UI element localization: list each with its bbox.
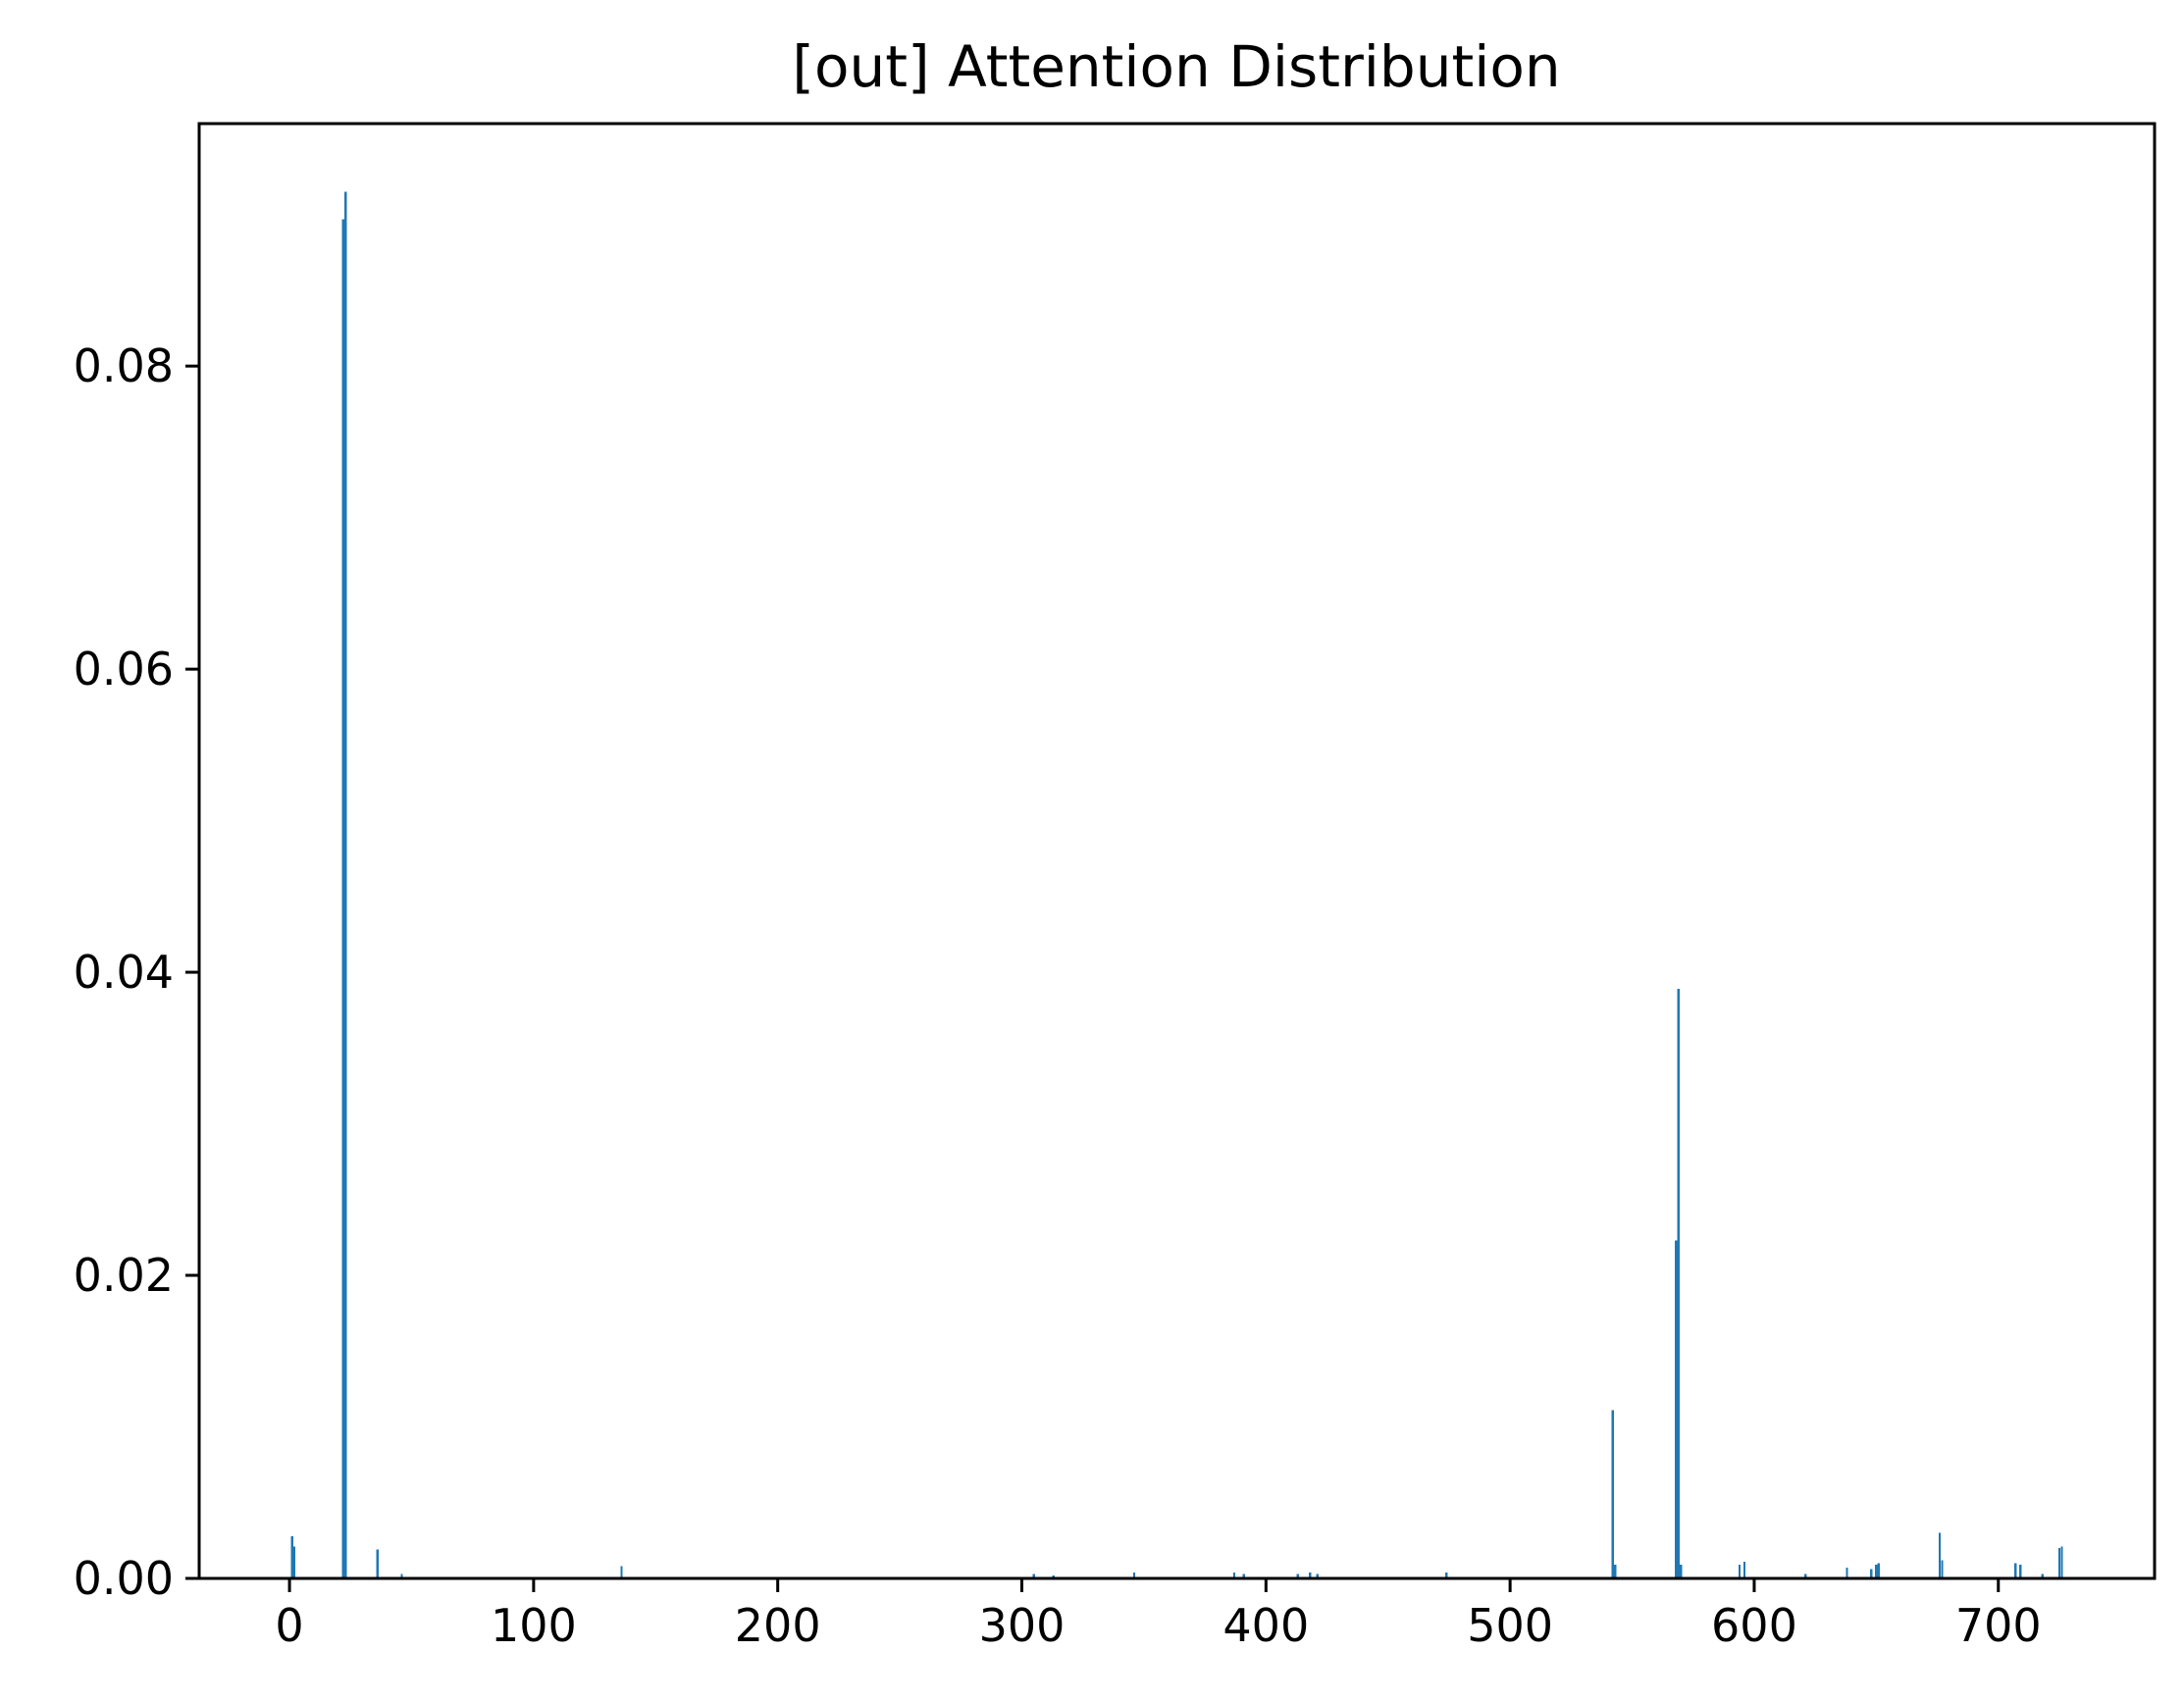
x-tick-label: 400	[1222, 1599, 1309, 1652]
bar	[2057, 1548, 2061, 1578]
bar	[620, 1566, 623, 1578]
x-tick-label: 0	[275, 1599, 303, 1652]
y-tick-label: 0.08	[74, 339, 174, 392]
y-axis: 0.00 0.02 0.04 0.06 0.08	[74, 339, 199, 1605]
bar	[1032, 1574, 1036, 1578]
bar	[1738, 1565, 1742, 1578]
bar	[2013, 1563, 2017, 1578]
bar	[1675, 1240, 1678, 1578]
bar	[341, 219, 344, 1578]
bar	[1870, 1569, 1873, 1578]
bar	[2018, 1565, 2022, 1578]
bar	[1877, 1563, 1881, 1578]
bar	[1132, 1572, 1136, 1578]
bar	[290, 1535, 293, 1578]
bar	[1804, 1574, 1807, 1578]
bar	[1232, 1572, 1236, 1578]
bar	[1316, 1574, 1319, 1578]
bar	[344, 191, 347, 1578]
bar	[292, 1546, 296, 1578]
bar	[1242, 1574, 1246, 1578]
x-axis: 0 100 200 300 400 500 600 700	[275, 1578, 2042, 1652]
bar	[1742, 1562, 1746, 1578]
bar	[1680, 1565, 1683, 1578]
bar	[2060, 1546, 2063, 1578]
y-tick-label: 0.06	[74, 643, 174, 696]
x-tick-label: 600	[1711, 1599, 1797, 1652]
x-tick-label: 100	[491, 1599, 577, 1652]
bar	[1052, 1574, 1056, 1578]
bar	[1846, 1568, 1848, 1578]
bar	[1941, 1560, 1944, 1578]
bar	[1613, 1565, 1617, 1578]
x-tick-label: 700	[1955, 1599, 2042, 1652]
bar	[1611, 1410, 1614, 1578]
y-tick-label: 0.00	[74, 1552, 174, 1605]
bar	[1296, 1574, 1299, 1578]
x-tick-label: 200	[735, 1599, 821, 1652]
bars-group	[290, 191, 2063, 1578]
plot-frame	[197, 122, 2157, 1580]
bar	[376, 1549, 379, 1578]
bar	[1445, 1572, 1448, 1578]
bar	[1308, 1572, 1312, 1578]
bar	[2041, 1574, 2044, 1578]
bar	[1875, 1565, 1878, 1578]
y-tick-label: 0.04	[74, 946, 174, 999]
chart-title: [out] Attention Distribution	[792, 33, 1560, 100]
bar	[1677, 989, 1681, 1578]
y-tick-label: 0.02	[74, 1249, 174, 1302]
bar	[400, 1574, 403, 1578]
bar	[1938, 1532, 1942, 1578]
x-tick-label: 300	[979, 1599, 1066, 1652]
x-tick-label: 500	[1467, 1599, 1553, 1652]
